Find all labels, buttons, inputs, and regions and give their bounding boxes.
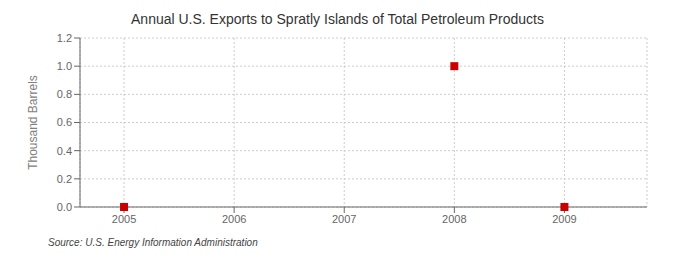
svg-text:2005: 2005 bbox=[112, 213, 136, 225]
svg-text:2006: 2006 bbox=[222, 213, 246, 225]
svg-text:0.6: 0.6 bbox=[57, 116, 72, 128]
svg-text:2009: 2009 bbox=[552, 213, 576, 225]
svg-text:0.8: 0.8 bbox=[57, 88, 72, 100]
svg-text:Thousand Barrels: Thousand Barrels bbox=[26, 75, 40, 170]
svg-text:0.4: 0.4 bbox=[57, 145, 72, 157]
html-text:Annual U.S. Exports to Spratly: Annual U.S. Exports to Spratly Islands o… bbox=[131, 11, 544, 27]
svg-text:0.2: 0.2 bbox=[57, 173, 72, 185]
svg-text:1.2: 1.2 bbox=[57, 32, 72, 44]
svg-text:0.0: 0.0 bbox=[57, 201, 72, 213]
svg-text:2007: 2007 bbox=[332, 213, 356, 225]
html-text:Source: U.S. Energy Informatio: Source: U.S. Energy Information Administ… bbox=[48, 237, 258, 248]
svg-text:2008: 2008 bbox=[442, 213, 466, 225]
svg-text:1.0: 1.0 bbox=[57, 60, 72, 72]
